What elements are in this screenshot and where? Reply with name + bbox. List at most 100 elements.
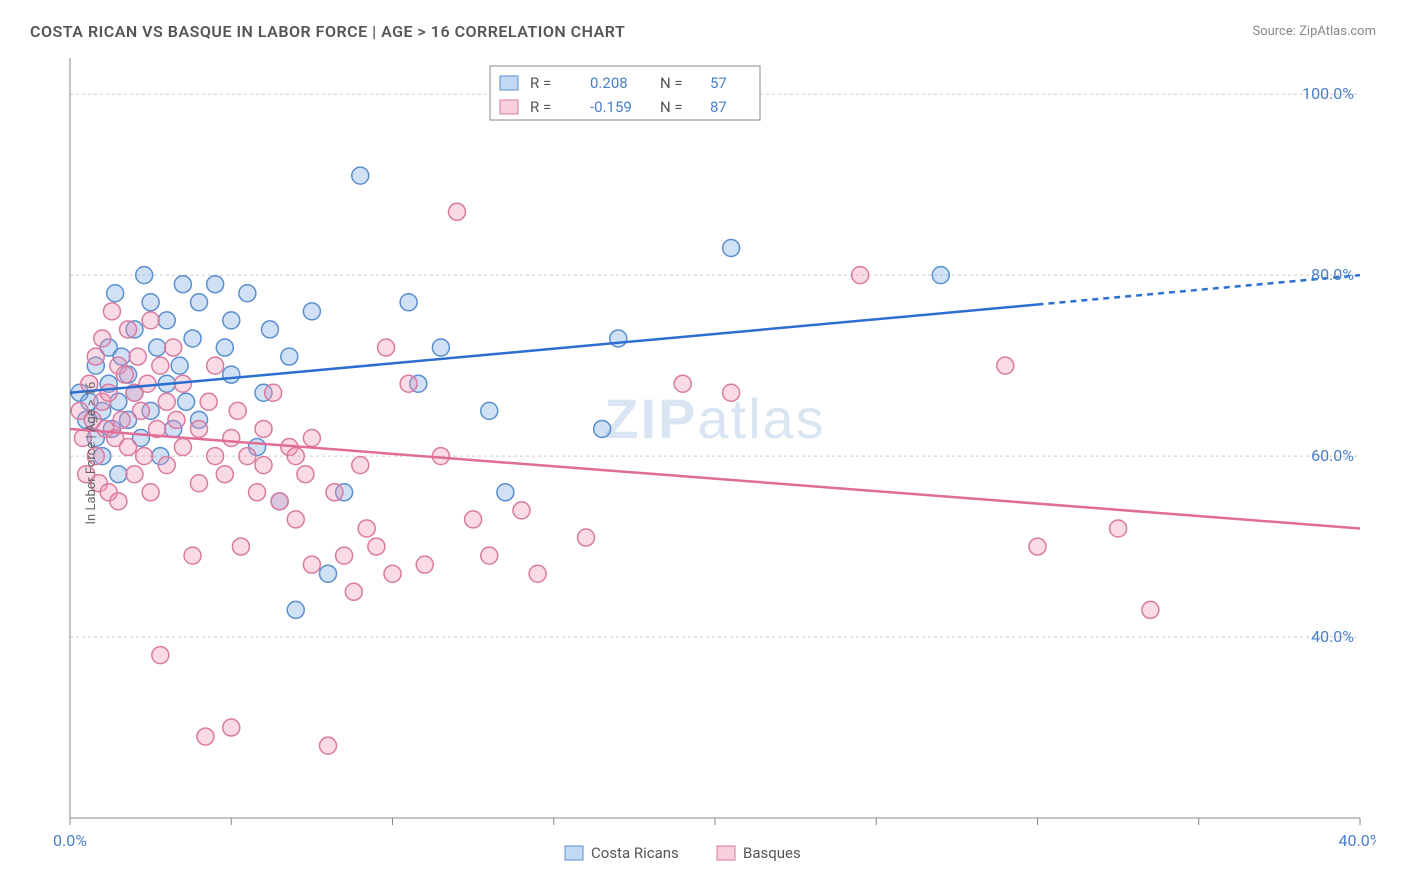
data-point xyxy=(261,321,278,338)
data-point xyxy=(142,294,159,311)
svg-text:N =: N = xyxy=(660,98,683,116)
data-point xyxy=(297,466,314,483)
data-point xyxy=(171,357,188,374)
data-point xyxy=(326,484,343,501)
chart-title: COSTA RICAN VS BASQUE IN LABOR FORCE | A… xyxy=(30,22,625,41)
legend-swatch xyxy=(717,846,735,860)
legend-swatch xyxy=(500,76,518,90)
y-tick-label: 60.0% xyxy=(1311,446,1354,465)
data-point xyxy=(303,556,320,573)
data-point xyxy=(481,547,498,564)
data-point xyxy=(239,285,256,302)
data-point xyxy=(287,511,304,528)
scatter-chart: ZIPatlas0.0%40.0%40.0%60.0%80.0%100.0%R … xyxy=(30,58,1376,878)
data-point xyxy=(400,375,417,392)
legend-swatch xyxy=(565,846,583,860)
data-point xyxy=(168,411,185,428)
data-point xyxy=(136,448,153,465)
data-point xyxy=(174,439,191,456)
data-point xyxy=(320,565,337,582)
data-point xyxy=(184,547,201,564)
data-point xyxy=(116,366,133,383)
svg-text:R =: R = xyxy=(530,98,551,116)
data-point xyxy=(432,339,449,356)
data-point xyxy=(384,565,401,582)
data-point xyxy=(303,303,320,320)
data-point xyxy=(139,375,156,392)
data-point xyxy=(481,402,498,419)
data-point xyxy=(152,647,169,664)
data-point xyxy=(120,321,137,338)
legend-correlation: R =0.208N =57R =-0.159N =87 xyxy=(490,66,760,120)
legend-label: Basques xyxy=(743,844,801,862)
data-point xyxy=(158,393,175,410)
legend-label: Costa Ricans xyxy=(591,844,679,862)
data-point xyxy=(223,366,240,383)
data-point xyxy=(223,430,240,447)
data-point xyxy=(378,339,395,356)
data-point xyxy=(465,511,482,528)
data-point xyxy=(197,728,214,745)
data-point xyxy=(94,330,111,347)
data-point xyxy=(126,466,143,483)
data-point xyxy=(449,203,466,220)
data-point xyxy=(932,267,949,284)
data-point xyxy=(578,529,595,546)
data-point xyxy=(184,330,201,347)
data-point xyxy=(345,583,362,600)
data-point xyxy=(165,339,182,356)
data-point xyxy=(207,276,224,293)
data-point xyxy=(1029,538,1046,555)
data-point xyxy=(997,357,1014,374)
data-point xyxy=(232,538,249,555)
data-point xyxy=(191,420,208,437)
y-tick-label: 80.0% xyxy=(1311,265,1354,284)
y-tick-label: 100.0% xyxy=(1302,84,1354,103)
svg-text:-0.159: -0.159 xyxy=(590,98,632,116)
data-point xyxy=(174,276,191,293)
data-point xyxy=(239,448,256,465)
data-point xyxy=(149,339,166,356)
data-point xyxy=(513,502,530,519)
legend-series: Costa Ricans Basques xyxy=(565,844,801,862)
data-point xyxy=(287,448,304,465)
legend-swatch xyxy=(500,100,518,114)
data-point xyxy=(723,240,740,257)
source-attribution: Source: ZipAtlas.com xyxy=(1252,24,1376,39)
data-point xyxy=(136,267,153,284)
data-point xyxy=(113,411,130,428)
svg-text:87: 87 xyxy=(710,98,727,116)
data-point xyxy=(142,312,159,329)
chart-container: In Labor Force | Age > 16 ZIPatlas0.0%40… xyxy=(30,58,1376,848)
data-point xyxy=(103,303,120,320)
x-tick-label: 40.0% xyxy=(1339,831,1376,850)
data-point xyxy=(100,384,117,401)
data-point xyxy=(110,493,127,510)
data-point xyxy=(529,565,546,582)
data-point xyxy=(132,402,149,419)
data-point xyxy=(594,420,611,437)
data-point xyxy=(336,547,353,564)
data-point xyxy=(255,457,272,474)
data-point xyxy=(674,375,691,392)
svg-text:N =: N = xyxy=(660,74,683,92)
data-point xyxy=(287,601,304,618)
data-point xyxy=(158,457,175,474)
data-point xyxy=(191,294,208,311)
data-point xyxy=(158,312,175,329)
data-point xyxy=(400,294,417,311)
data-point xyxy=(358,520,375,537)
data-point xyxy=(852,267,869,284)
data-point xyxy=(303,430,320,447)
y-tick-label: 40.0% xyxy=(1311,627,1354,646)
y-axis-label: In Labor Force | Age > 16 xyxy=(84,382,99,525)
trend-line xyxy=(70,305,1038,393)
data-point xyxy=(216,339,233,356)
data-point xyxy=(200,393,217,410)
data-point xyxy=(1110,520,1127,537)
svg-text:R =: R = xyxy=(530,74,551,92)
data-point xyxy=(249,484,266,501)
data-point xyxy=(255,420,272,437)
data-point xyxy=(178,393,195,410)
data-point xyxy=(352,167,369,184)
